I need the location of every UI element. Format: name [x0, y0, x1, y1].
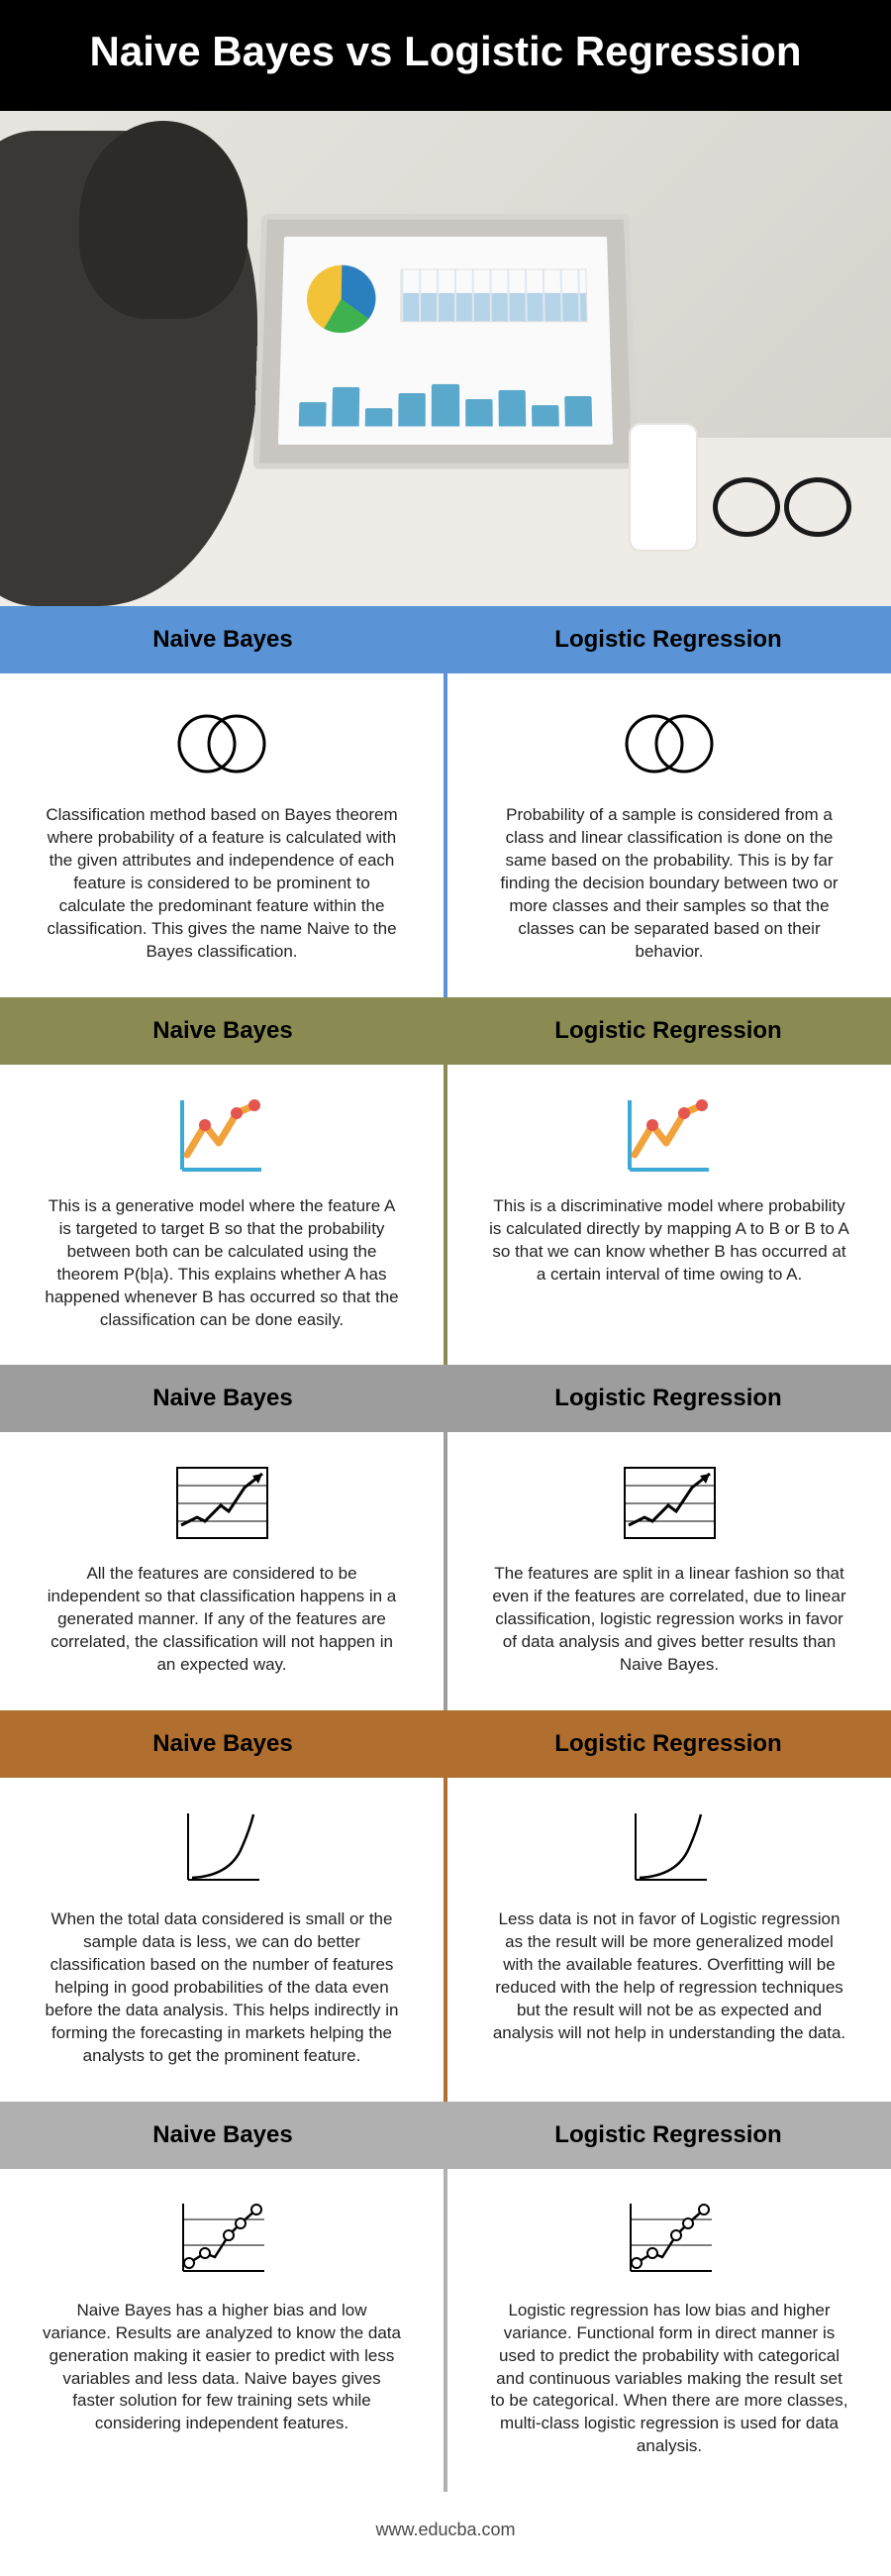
comparison-row: Classification method based on Bayes the…: [0, 673, 891, 997]
comparison-row: Naive Bayes has a higher bias and low va…: [0, 2169, 891, 2493]
left-cell: This is a generative model where the fea…: [0, 1065, 444, 1366]
scatter-plot-icon: [623, 2200, 717, 2279]
column-heading-right: Logistic Regression: [446, 606, 891, 673]
row-icon-left: [42, 2195, 402, 2284]
row-icon-left: [42, 1803, 402, 1893]
page-title-block: Naive Bayes vs Logistic Regression: [0, 0, 891, 111]
section-header: Naive Bayes Logistic Regression: [0, 2102, 891, 2169]
venn-icon: [615, 709, 724, 778]
hero-image: [0, 111, 891, 606]
exponential-curve-icon: [180, 1808, 264, 1888]
right-description: Logistic regression has low bias and hig…: [489, 2300, 849, 2459]
column-heading-right: Logistic Regression: [446, 2102, 891, 2169]
left-description: Naive Bayes has a higher bias and low va…: [42, 2300, 402, 2436]
right-description: Less data is not in favor of Logistic re…: [489, 1908, 849, 2045]
left-cell: Naive Bayes has a higher bias and low va…: [0, 2169, 444, 2493]
right-cell: This is a discriminative model where pro…: [447, 1065, 891, 1366]
comparison-row: All the features are considered to be in…: [0, 1432, 891, 1710]
right-cell: Less data is not in favor of Logistic re…: [447, 1778, 891, 2102]
column-heading-left: Naive Bayes: [0, 1710, 446, 1778]
section-header: Naive Bayes Logistic Regression: [0, 1365, 891, 1432]
row-icon-left: [42, 1458, 402, 1547]
section-header: Naive Bayes Logistic Regression: [0, 997, 891, 1065]
left-description: Classification method based on Bayes the…: [42, 804, 402, 964]
column-heading-left: Naive Bayes: [0, 2102, 446, 2169]
left-cell: All the features are considered to be in…: [0, 1432, 444, 1710]
left-description: When the total data considered is small …: [42, 1908, 402, 2068]
left-description: This is a generative model where the fea…: [42, 1195, 402, 1332]
column-heading-right: Logistic Regression: [446, 997, 891, 1065]
column-heading-left: Naive Bayes: [0, 606, 446, 673]
column-heading-left: Naive Bayes: [0, 1365, 446, 1432]
line-chart-icon: [177, 1095, 266, 1175]
comparison-row: This is a generative model where the fea…: [0, 1065, 891, 1366]
row-icon-right: [489, 1803, 849, 1893]
source-footer: www.educba.com: [0, 2492, 891, 2576]
right-description: This is a discriminative model where pro…: [489, 1195, 849, 1287]
row-icon-right: [489, 2195, 849, 2284]
column-heading-right: Logistic Regression: [446, 1365, 891, 1432]
growth-chart-icon: [623, 1466, 717, 1540]
row-icon-right: [489, 699, 849, 788]
section-header: Naive Bayes Logistic Regression: [0, 606, 891, 673]
line-chart-icon: [625, 1095, 714, 1175]
right-cell: The features are split in a linear fashi…: [447, 1432, 891, 1710]
scatter-plot-icon: [175, 2200, 269, 2279]
right-cell: Logistic regression has low bias and hig…: [447, 2169, 891, 2493]
row-icon-right: [489, 1458, 849, 1547]
exponential-curve-icon: [628, 1808, 712, 1888]
right-cell: Probability of a sample is considered fr…: [447, 673, 891, 997]
left-description: All the features are considered to be in…: [42, 1563, 402, 1677]
venn-icon: [167, 709, 276, 778]
left-cell: Classification method based on Bayes the…: [0, 673, 444, 997]
row-icon-left: [42, 1090, 402, 1180]
comparison-row: When the total data considered is small …: [0, 1778, 891, 2102]
left-cell: When the total data considered is small …: [0, 1778, 444, 2102]
growth-chart-icon: [175, 1466, 269, 1540]
row-icon-left: [42, 699, 402, 788]
column-heading-left: Naive Bayes: [0, 997, 446, 1065]
column-heading-right: Logistic Regression: [446, 1710, 891, 1778]
row-icon-right: [489, 1090, 849, 1180]
section-header: Naive Bayes Logistic Regression: [0, 1710, 891, 1778]
page-title: Naive Bayes vs Logistic Regression: [40, 28, 851, 75]
right-description: Probability of a sample is considered fr…: [489, 804, 849, 964]
right-description: The features are split in a linear fashi…: [489, 1563, 849, 1677]
